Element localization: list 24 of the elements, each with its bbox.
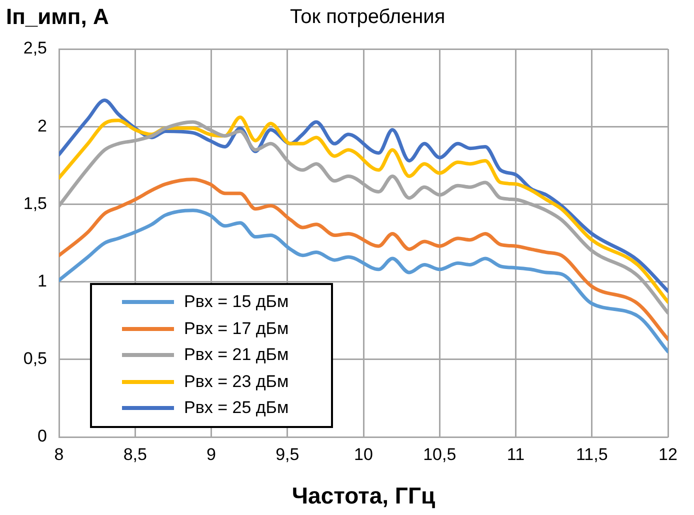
- legend-label: Pвх = 17 дБм: [184, 318, 289, 339]
- y-axis-title: Iп_имп, А: [6, 4, 109, 30]
- y-tick-label: 1,5: [23, 194, 47, 213]
- chart-title: Ток потребления: [290, 6, 446, 29]
- legend-label: Pвх = 23 дБм: [184, 372, 289, 392]
- x-axis-title: Частота, ГГц: [292, 482, 436, 509]
- x-tick-label: 8: [54, 444, 64, 464]
- legend-label: Pвх = 15 дБм: [184, 292, 289, 312]
- x-tick-label: 10: [354, 444, 373, 464]
- x-tick-label: 11: [506, 444, 525, 464]
- x-tick-label: 9: [206, 444, 216, 464]
- y-tick-label: 0: [38, 426, 47, 446]
- y-tick-label: 2,5: [23, 38, 47, 58]
- y-tick-label: 1: [38, 271, 47, 290]
- x-tick-label: 10,5: [423, 444, 456, 464]
- x-tick-label: 11,5: [576, 444, 608, 464]
- x-tick-label: 9,5: [276, 444, 300, 464]
- y-tick-label: 0,5: [23, 349, 47, 368]
- legend-label: Pвх = 21 дБм: [184, 345, 289, 366]
- x-tick-label: 8,5: [123, 444, 147, 464]
- y-tick-label: 2: [38, 116, 47, 136]
- legend-label: Pвх = 25 дБм: [184, 398, 289, 418]
- line-series: [59, 178, 668, 341]
- x-tick-label: 12: [658, 444, 678, 464]
